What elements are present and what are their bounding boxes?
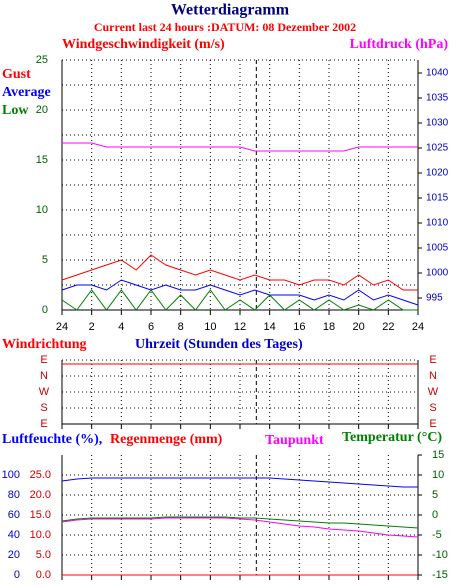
y-tick-label: 10: [36, 204, 48, 216]
y2-tick-label: -10: [432, 549, 448, 561]
x-tick-label: 6: [148, 321, 154, 333]
x-tick-label: 24: [56, 321, 68, 333]
y2-tick-label: 1015: [426, 193, 449, 204]
data-line: [61, 289, 418, 311]
data-line: [62, 142, 418, 152]
y-tick-label: E: [40, 418, 47, 430]
y-tick-label: S: [40, 402, 47, 414]
data-line: [61, 279, 419, 306]
y-tick-label: 20: [36, 104, 48, 116]
data-line: [61, 517, 419, 538]
y-tick-label-right: E: [429, 354, 436, 366]
y-tick-label: 60: [8, 509, 20, 521]
y-axis-label: Windgeschwindigkeit (m/s): [62, 37, 225, 52]
y2-tick-label: 10: [432, 469, 444, 481]
y2-tick-label: 995: [426, 293, 443, 304]
y-tick-label: N: [40, 370, 48, 382]
x-tick-label: 10: [204, 321, 216, 333]
y2-axis-label: Luftdruck (hPa): [350, 37, 449, 52]
y-tick-label-right: W: [428, 386, 439, 398]
title: Wetterdiagramm: [171, 2, 290, 19]
legend-label: Low: [2, 103, 29, 118]
legend-label: Regenmenge (mm): [110, 432, 223, 447]
subtitle: Current last 24 hours :DATUM: 08 Dezembe…: [94, 20, 356, 34]
y-tick-label: 40: [8, 529, 20, 541]
data-line: [61, 516, 419, 529]
x-tick-label: 22: [382, 321, 394, 333]
y-tick-label: 15: [36, 154, 48, 166]
y2-tick-label: -15: [432, 569, 448, 581]
x-tick-label: 2: [89, 321, 95, 333]
y2-tick-label: 1020: [426, 168, 449, 179]
y-tick-label: 5: [42, 254, 48, 266]
y-tick-label-right: S: [429, 402, 436, 414]
y2-tick-label: 1010: [426, 218, 449, 229]
y2-tick-label: 1040: [426, 68, 449, 79]
legend-label: Average: [2, 85, 51, 100]
y2-tick-label: 5: [432, 489, 438, 501]
y3-tick-label: 0.0: [36, 569, 51, 581]
y3-tick-label: 5.0: [36, 549, 51, 561]
y2-tick-label: 1025: [426, 143, 449, 154]
x-tick-label: 8: [178, 321, 184, 333]
y-tick-label-right: E: [429, 418, 436, 430]
y2-tick-label: 1030: [426, 118, 449, 129]
y-axis-label: Windrichtung: [2, 337, 87, 352]
x-tick-label: 12: [234, 321, 246, 333]
x-tick-label: 14: [264, 321, 276, 333]
data-line: [61, 477, 418, 488]
y-tick-label-right: N: [429, 370, 437, 382]
y2-tick-label: -5: [432, 529, 442, 541]
y2-tick-label: 1035: [426, 93, 449, 104]
x-tick-label: 24: [412, 321, 424, 333]
x-tick-label: 20: [353, 321, 365, 333]
y3-tick-label: 10.0: [30, 529, 51, 541]
y3-tick-label: 15.0: [30, 509, 51, 521]
y-tick-label: 80: [8, 489, 20, 501]
y2-tick-label: 0: [432, 509, 438, 521]
x-axis-label: Uhrzeit (Stunden des Tages): [135, 337, 303, 352]
y-tick-label: 25: [36, 54, 48, 66]
data-line: [61, 254, 418, 291]
legend-label: Gust: [2, 67, 31, 82]
y2-tick-label: 1000: [426, 268, 449, 279]
y3-tick-label: 25.0: [30, 469, 51, 481]
legend-label: Taupunkt: [265, 433, 324, 448]
y-tick-label: 0: [14, 569, 20, 581]
y2-tick-label: 1005: [426, 243, 449, 254]
y-tick-label: 100: [2, 469, 20, 481]
y-tick-label: W: [39, 386, 50, 398]
x-tick-label: 18: [323, 321, 335, 333]
y-tick-label: 0: [42, 304, 48, 316]
x-tick-label: 4: [118, 321, 124, 333]
y-tick-label: 20: [8, 549, 20, 561]
legend-label: Temperatur (°C): [342, 430, 442, 445]
legend-label: Luftfeuchte (%),: [2, 432, 102, 447]
x-tick-label: 16: [293, 321, 305, 333]
y3-tick-label: 20.0: [30, 489, 51, 501]
y2-tick-label: 15: [432, 449, 444, 461]
y-tick-label: E: [40, 354, 47, 366]
